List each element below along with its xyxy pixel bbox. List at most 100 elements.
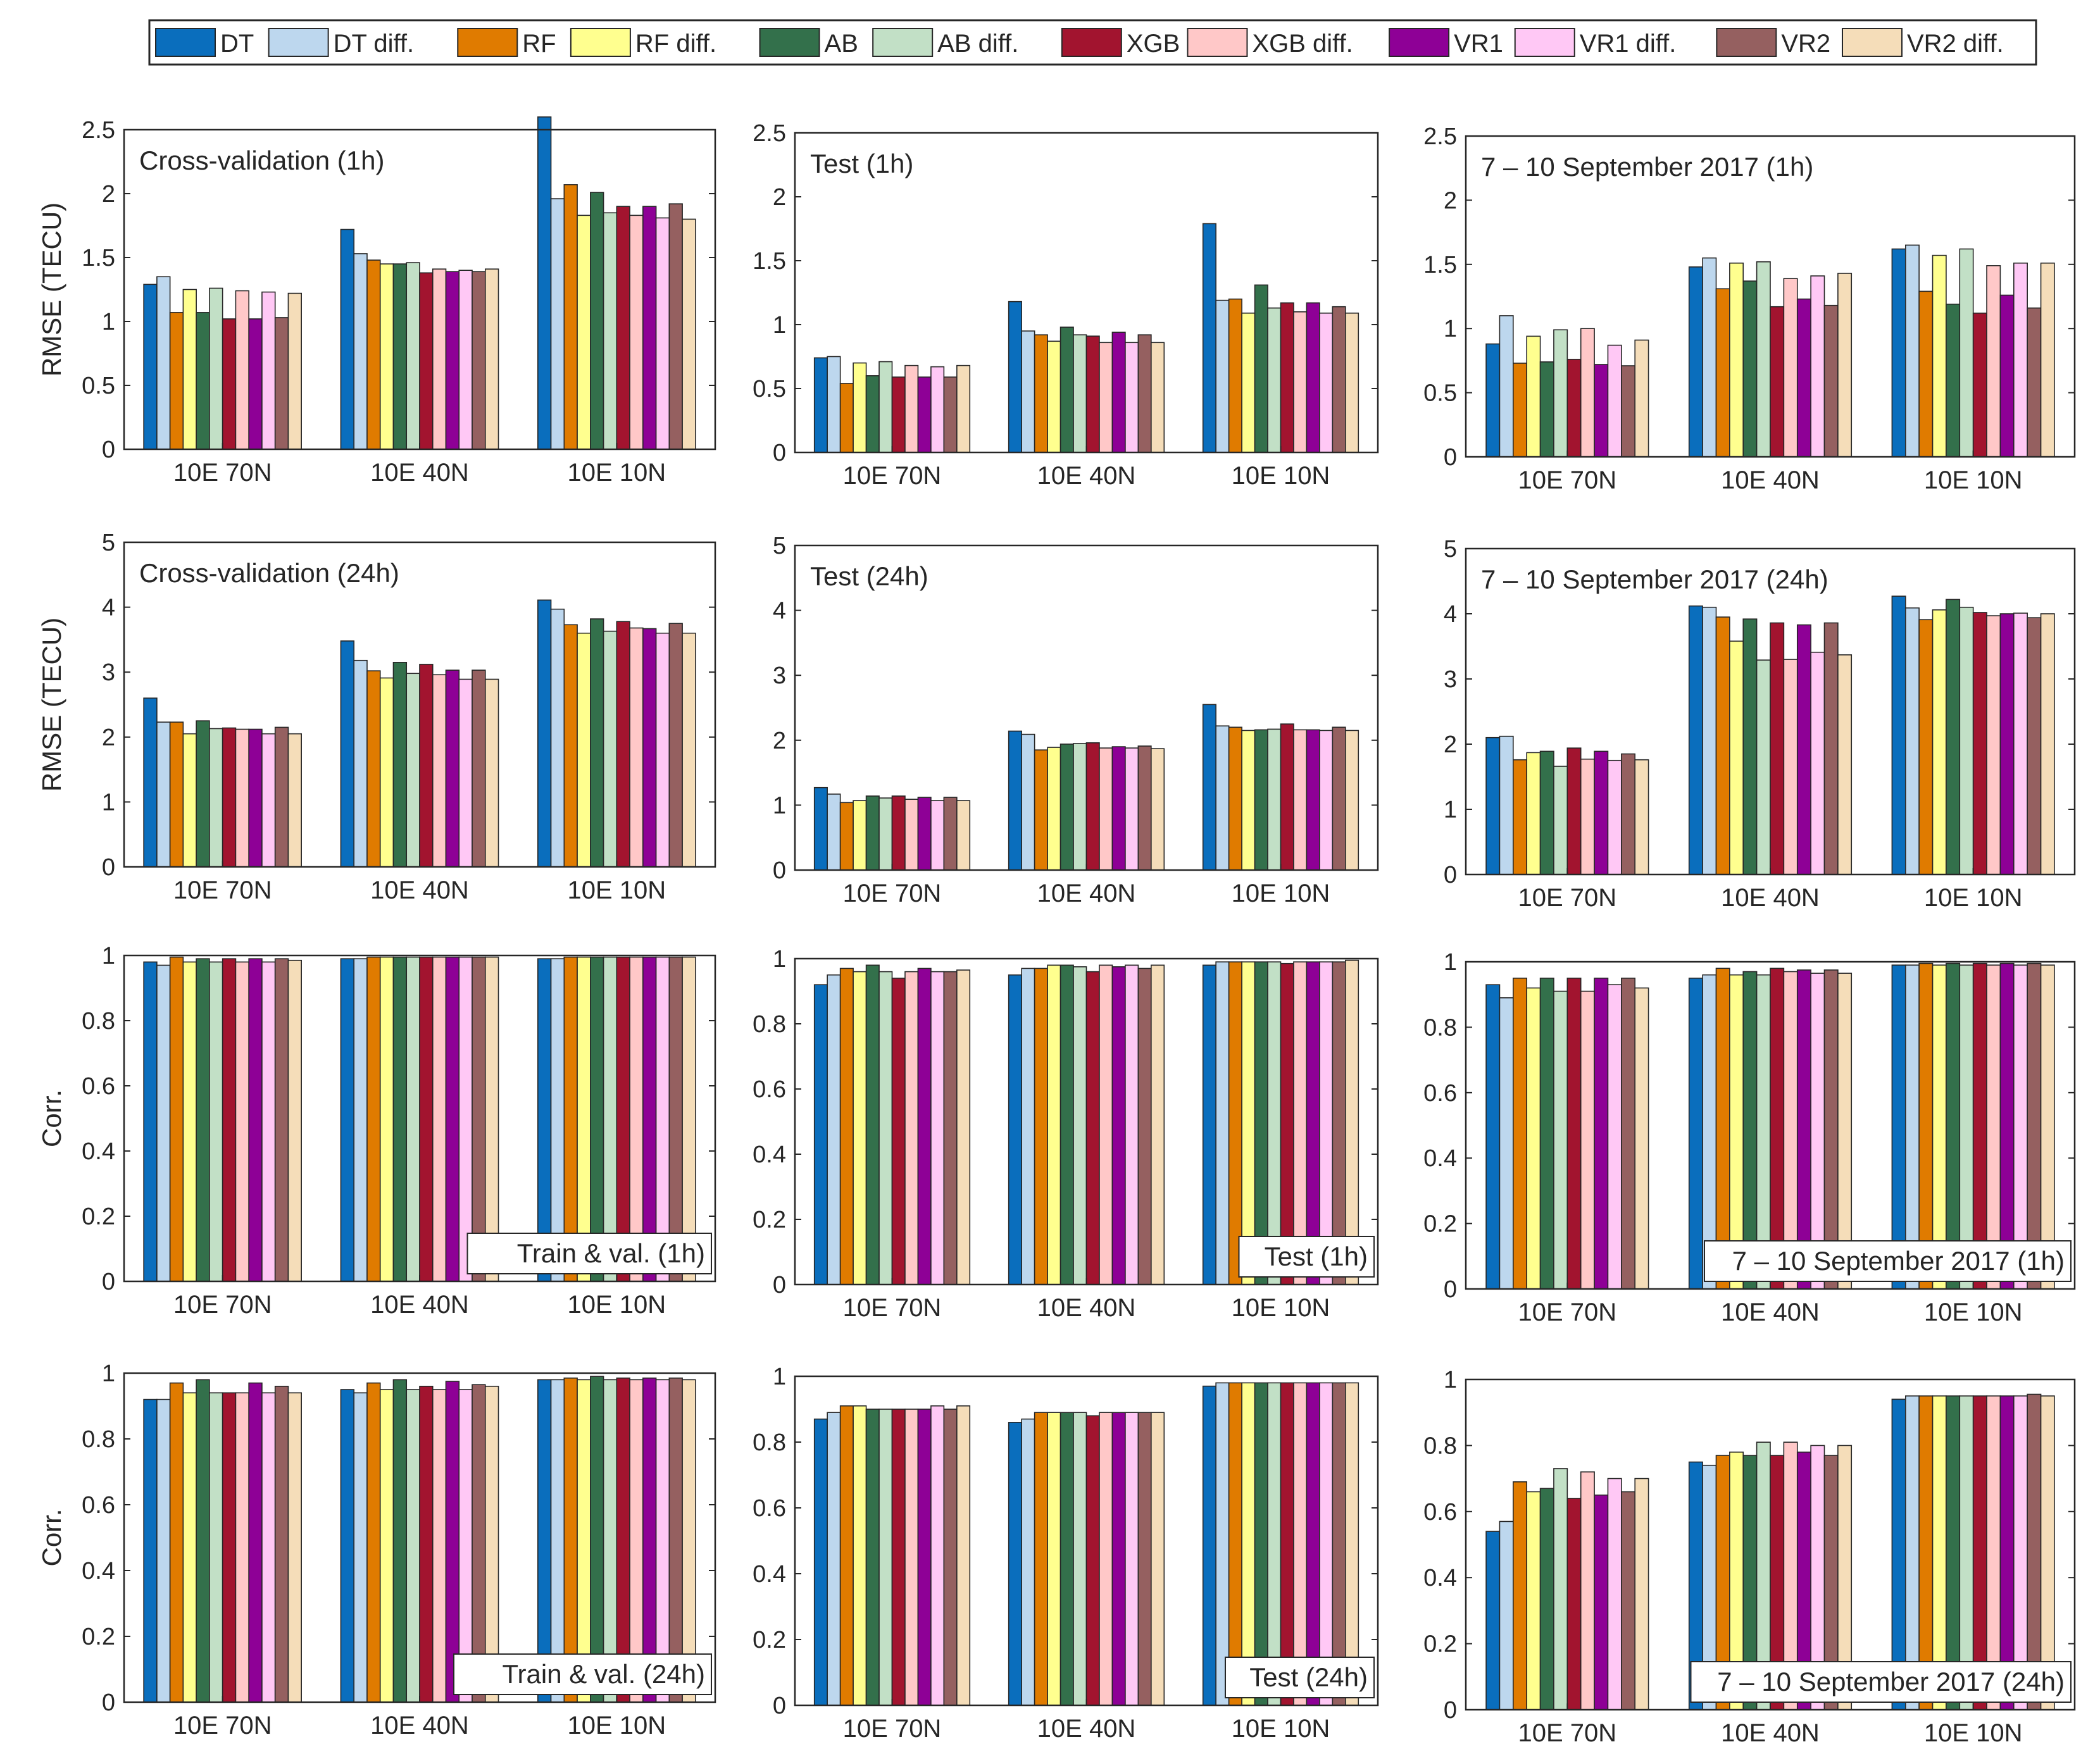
bar-rf-1 bbox=[1513, 1481, 1528, 1710]
bar-dt-diff-1 bbox=[827, 974, 841, 1285]
bar-vr2-2 bbox=[472, 271, 486, 450]
bar-rf-diff-2 bbox=[1729, 262, 1744, 457]
y-tick-label: 0.2 bbox=[1423, 1211, 1457, 1238]
legend-label-2: RF bbox=[522, 30, 556, 58]
bar-ab-2 bbox=[392, 263, 408, 450]
bar-xgb-diff-2 bbox=[432, 268, 447, 450]
legend-swatch-6 bbox=[1061, 28, 1122, 57]
legend-label-11: VR2 diff. bbox=[1907, 30, 2004, 58]
y-tick-label: 0 bbox=[102, 437, 115, 463]
bar-vr2-2 bbox=[1823, 304, 1839, 457]
y-tick-label: 2 bbox=[102, 725, 115, 751]
bar-vr2-1 bbox=[943, 1409, 958, 1706]
y-tick-label: 0.4 bbox=[82, 1138, 115, 1165]
legend-label-9: VR1 diff. bbox=[1580, 30, 1677, 58]
bar-ab-2 bbox=[1742, 280, 1758, 457]
bar-xgb-2 bbox=[419, 956, 434, 1282]
bar-vr2-diff-1 bbox=[1634, 339, 1649, 457]
bar-vr1-3 bbox=[1306, 729, 1320, 871]
bar-vr2-diff-3 bbox=[2040, 613, 2055, 875]
bar-ab-2 bbox=[392, 662, 408, 868]
axes-box bbox=[1465, 1378, 2076, 1711]
bar-ab-1 bbox=[1539, 750, 1554, 875]
y-tick-label: 0 bbox=[1444, 1276, 1457, 1303]
bar-ab-diff-1 bbox=[878, 797, 893, 871]
y-tick-label: 2 bbox=[1444, 731, 1457, 758]
bar-ab-diff-3 bbox=[603, 212, 618, 450]
panel-11: 10E 70N 10E 40N 10E 10N 0 0.2 0.4 0.6 0.8 1 Test … bbox=[753, 1364, 1379, 1743]
x-tick-label: 10E 10N bbox=[1924, 1719, 2023, 1747]
axes-box bbox=[794, 544, 1379, 871]
bar-dt-diff-1 bbox=[1499, 997, 1514, 1290]
legend-label-8: VR1 bbox=[1454, 30, 1503, 58]
bar-xgb-1 bbox=[1566, 359, 1582, 457]
bar-dt-2 bbox=[1008, 301, 1022, 453]
bar-vr2-1 bbox=[274, 1386, 289, 1703]
bar-vr1-1 bbox=[917, 797, 932, 871]
y-tick-label: 1 bbox=[773, 946, 786, 973]
x-tick-label: 10E 40N bbox=[1721, 884, 1820, 912]
bar-vr2-1 bbox=[1621, 365, 1636, 457]
bar-dt-2 bbox=[1688, 605, 1703, 875]
bar-vr2-2 bbox=[472, 669, 486, 868]
x-tick-label: 10E 40N bbox=[1037, 1715, 1136, 1743]
y-tick-label: 0.5 bbox=[1423, 380, 1457, 407]
bar-vr2-diff-1 bbox=[287, 292, 303, 450]
y-tick-label: 0 bbox=[102, 854, 115, 881]
bar-vr2-1 bbox=[1621, 978, 1636, 1290]
bar-ab-diff-3 bbox=[1267, 307, 1282, 453]
bar-xgb-diff-2 bbox=[1099, 747, 1113, 871]
bar-rf-diff-2 bbox=[1047, 964, 1061, 1285]
legend-swatch-0 bbox=[155, 28, 216, 57]
bar-vr2-3 bbox=[1332, 306, 1346, 453]
bar-dt-diff-1 bbox=[1499, 735, 1514, 875]
y-tick-label: 0 bbox=[773, 1693, 786, 1719]
bar-rf-1 bbox=[839, 383, 854, 453]
bar-ab-diff-2 bbox=[406, 262, 420, 450]
bar-dt-1 bbox=[813, 357, 828, 453]
bar-rf-diff-3 bbox=[1932, 609, 1947, 875]
bar-rf-1 bbox=[1513, 759, 1528, 875]
legend-swatch-4 bbox=[759, 28, 820, 57]
bar-xgb-diff-1 bbox=[1580, 758, 1595, 875]
y-tick-label: 0 bbox=[1444, 444, 1457, 471]
x-tick-label: 10E 70N bbox=[1518, 884, 1616, 912]
y-tick-label: 0.8 bbox=[753, 1429, 786, 1456]
bar-xgb-2 bbox=[1770, 622, 1785, 875]
bar-vr1-diff-1 bbox=[261, 961, 276, 1282]
y-tick-label: 0.8 bbox=[82, 1426, 115, 1453]
bar-dt-2 bbox=[1008, 730, 1022, 871]
bar-ab-1 bbox=[865, 1409, 880, 1706]
y-tick-label: 4 bbox=[773, 598, 786, 625]
bar-ab-diff-1 bbox=[1553, 1468, 1568, 1710]
bar-vr1-diff-1 bbox=[261, 733, 276, 868]
bar-vr2-1 bbox=[274, 958, 289, 1282]
bar-ab-2 bbox=[1059, 327, 1074, 453]
bar-vr1-2 bbox=[1796, 298, 1811, 457]
bar-dt-2 bbox=[1008, 1422, 1022, 1706]
bar-vr1-diff-2 bbox=[1125, 747, 1139, 871]
legend-label-3: RF diff. bbox=[635, 30, 716, 58]
panel-8: 10E 70N 10E 40N 10E 10N 0 0.2 0.4 0.6 0.8 1 Test … bbox=[753, 946, 1379, 1322]
y-tick-label: 0.8 bbox=[82, 1008, 115, 1035]
bar-dt-diff-1 bbox=[827, 356, 841, 453]
y-tick-label: 1 bbox=[102, 309, 115, 335]
bar-vr2-diff-3 bbox=[682, 218, 696, 450]
bar-vr2-diff-1 bbox=[287, 733, 303, 868]
bar-vr1-diff-1 bbox=[1607, 759, 1622, 875]
y-tick-label: 2 bbox=[773, 184, 786, 211]
bar-ab-diff-3 bbox=[1959, 248, 1974, 457]
y-tick-label: 0 bbox=[102, 1689, 115, 1716]
bar-xgb-3 bbox=[1280, 723, 1294, 871]
bar-vr2-diff-2 bbox=[1151, 342, 1165, 453]
legend-label-0: DT bbox=[220, 30, 254, 58]
bar-ab-3 bbox=[1254, 284, 1268, 453]
bar-dt-1 bbox=[1485, 1531, 1501, 1710]
bar-vr2-1 bbox=[943, 797, 958, 871]
x-tick-label: 10E 70N bbox=[1518, 1719, 1616, 1747]
bar-dt-1 bbox=[813, 984, 828, 1285]
bar-ab-1 bbox=[196, 312, 210, 450]
bar-vr1-diff-3 bbox=[1319, 730, 1334, 871]
bar-rf-diff-1 bbox=[182, 733, 197, 868]
bar-ab-diff-1 bbox=[878, 971, 893, 1285]
